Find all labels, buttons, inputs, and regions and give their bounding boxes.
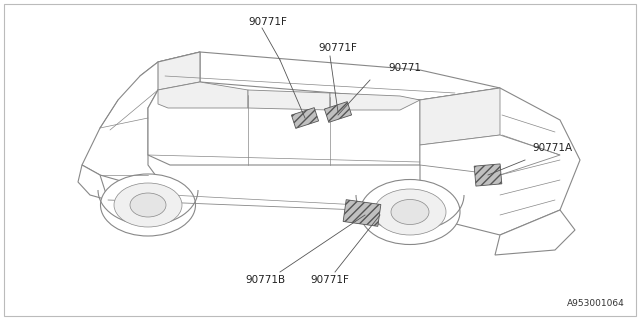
Ellipse shape (391, 199, 429, 225)
Text: 90771F: 90771F (310, 275, 349, 285)
Polygon shape (248, 90, 330, 110)
Bar (474, 164, 502, 186)
Ellipse shape (130, 193, 166, 217)
Polygon shape (140, 52, 500, 100)
Ellipse shape (114, 183, 182, 227)
Polygon shape (148, 90, 420, 165)
Text: 90771: 90771 (388, 63, 421, 73)
Polygon shape (330, 93, 420, 110)
Polygon shape (495, 210, 575, 255)
Polygon shape (78, 165, 108, 200)
Polygon shape (158, 82, 248, 108)
Ellipse shape (100, 174, 195, 236)
Text: 90771F: 90771F (248, 17, 287, 27)
Bar (291, 108, 319, 128)
Bar (343, 200, 381, 226)
Polygon shape (420, 88, 580, 235)
Polygon shape (420, 135, 560, 175)
Ellipse shape (360, 180, 460, 244)
Text: 90771F: 90771F (318, 43, 357, 53)
Ellipse shape (374, 189, 446, 235)
Text: A953001064: A953001064 (567, 299, 625, 308)
Polygon shape (420, 88, 500, 145)
Text: 90771A: 90771A (532, 143, 572, 153)
Polygon shape (158, 52, 200, 90)
Text: 90771B: 90771B (245, 275, 285, 285)
Bar (324, 102, 351, 122)
Polygon shape (82, 52, 200, 195)
